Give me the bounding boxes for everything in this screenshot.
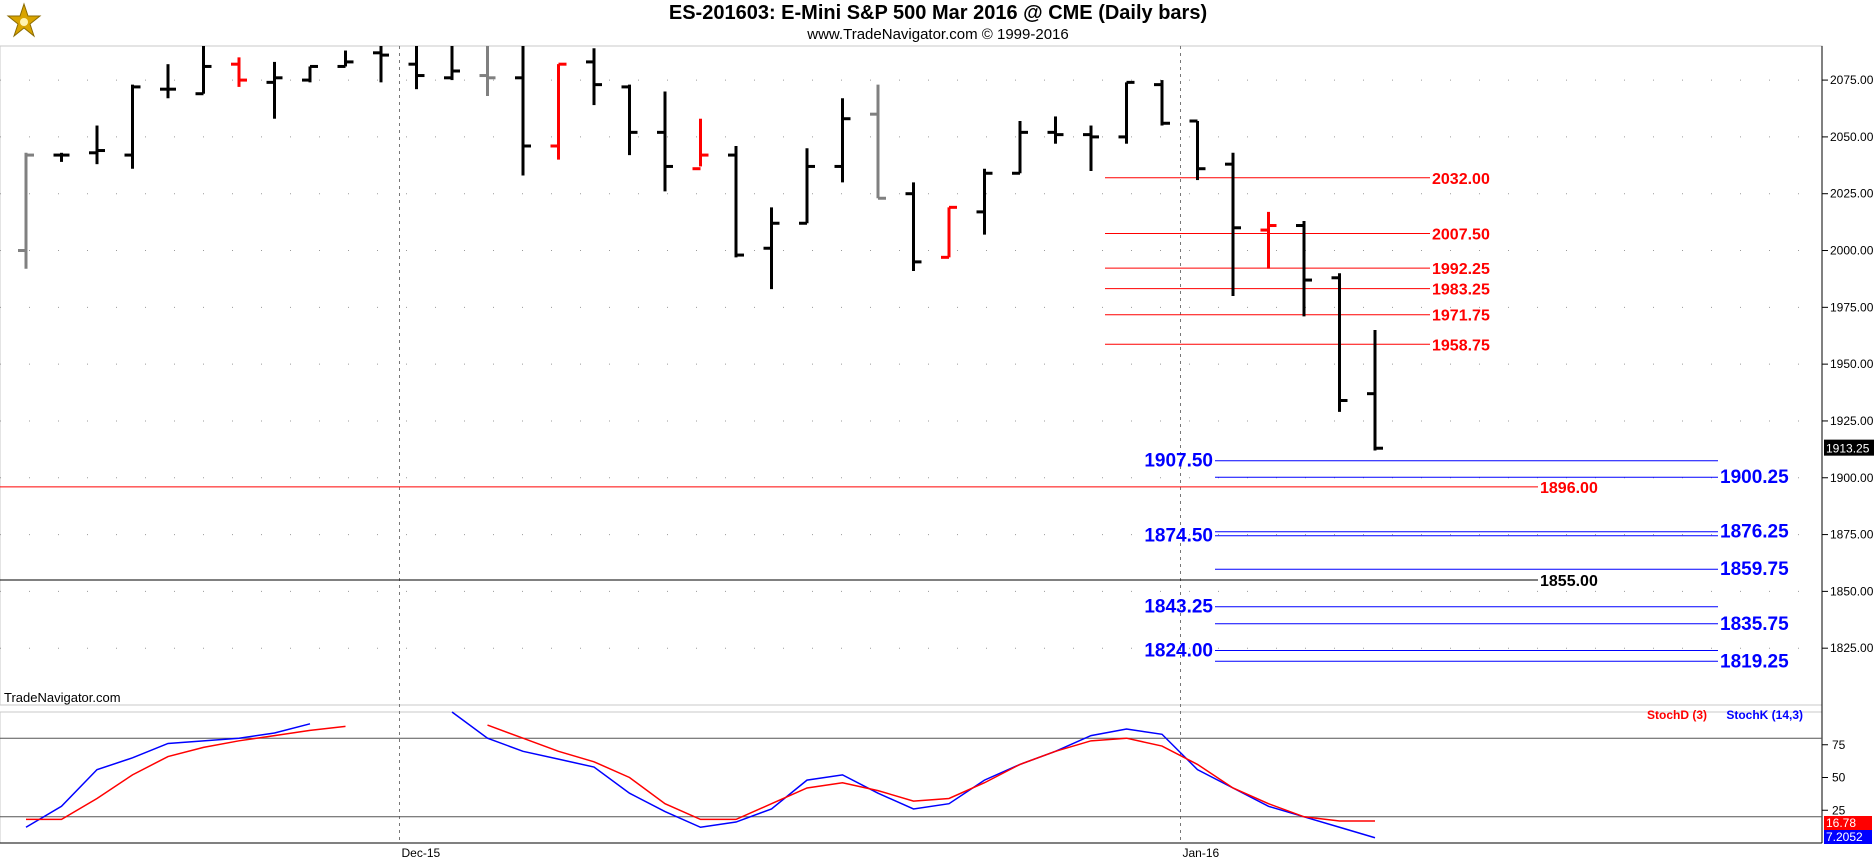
oscillator-series-line xyxy=(26,724,1375,822)
level-label: 1876.25 xyxy=(1720,522,1789,543)
y-tick-label: 2000.00 xyxy=(1830,244,1874,258)
chart-subtitle: www.TradeNavigator.com © 1999-2016 xyxy=(807,26,1069,43)
y-tick-label: 1950.00 xyxy=(1830,357,1874,371)
oscillator-y-tick-label: 75 xyxy=(1832,738,1846,752)
y-tick-label: 2050.00 xyxy=(1830,130,1874,144)
stochd-value-label: 16.78 xyxy=(1826,816,1856,830)
x-tick-label: Dec-15 xyxy=(402,846,441,860)
last-price-tag xyxy=(1824,439,1874,456)
x-tick-label: Jan-16 xyxy=(1183,846,1220,860)
level-label: 1859.75 xyxy=(1720,559,1789,580)
level-label: 1907.50 xyxy=(1144,451,1213,472)
stochk-value-label: 7.2052 xyxy=(1826,830,1863,844)
price-panel-frame xyxy=(0,45,1823,706)
level-label: 1824.00 xyxy=(1144,640,1213,661)
watermark: TradeNavigator.com xyxy=(4,690,121,705)
y-tick-label: 1825.00 xyxy=(1830,641,1874,655)
oscillator-series-line xyxy=(25,711,1376,839)
level-label: 1992.25 xyxy=(1432,261,1490,278)
oscillator-y-tick-label: 25 xyxy=(1832,803,1846,817)
y-tick-label: 1850.00 xyxy=(1830,584,1874,598)
level-label: 1900.25 xyxy=(1720,467,1789,488)
stochk-value-tag xyxy=(1824,830,1872,844)
level-label: 2007.50 xyxy=(1432,226,1490,243)
y-tick-label: 1925.00 xyxy=(1830,414,1874,428)
stochd-value-tag xyxy=(1824,816,1872,830)
y-tick-label: 2025.00 xyxy=(1830,187,1874,201)
level-label: 1971.75 xyxy=(1432,308,1490,325)
y-tick-label: 2075.00 xyxy=(1830,73,1874,87)
y-tick-label: 1875.00 xyxy=(1830,528,1874,542)
level-label: 1843.25 xyxy=(1144,597,1213,618)
level-label: 1835.75 xyxy=(1720,614,1789,635)
chart-title: ES-201603: E-Mini S&P 500 Mar 2016 @ CME… xyxy=(668,2,1208,24)
oscillator-legend-stochd: StochD (3) xyxy=(1647,708,1707,722)
level-label: 1874.50 xyxy=(1144,526,1213,547)
level-label: 1855.00 xyxy=(1540,573,1598,590)
level-label: 1896.00 xyxy=(1540,480,1598,497)
tradenavigator-logo-icon xyxy=(4,2,44,42)
last-price-label: 1913.25 xyxy=(1826,442,1870,456)
level-label: 2032.00 xyxy=(1432,171,1490,188)
y-tick-label: 1900.00 xyxy=(1830,471,1874,485)
y-tick-label: 1975.00 xyxy=(1830,300,1874,314)
level-label: 1958.75 xyxy=(1432,337,1490,354)
oscillator-panel-frame xyxy=(0,711,1823,844)
level-label: 1819.25 xyxy=(1720,651,1789,672)
oscillator-legend-stochk: StochK (14,3) xyxy=(1726,708,1803,722)
oscillator-y-tick-label: 50 xyxy=(1832,771,1846,785)
level-label: 1983.25 xyxy=(1432,282,1490,299)
